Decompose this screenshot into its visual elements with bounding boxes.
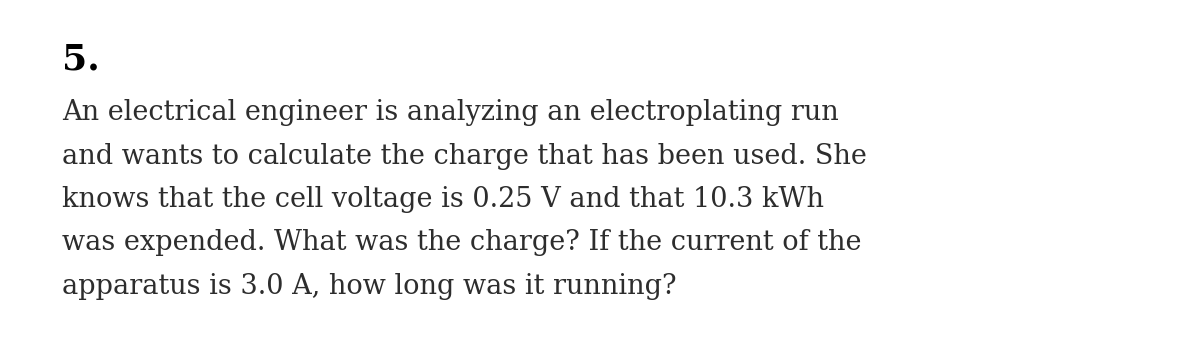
Text: An electrical engineer is analyzing an electroplating run
and wants to calculate: An electrical engineer is analyzing an e… bbox=[62, 99, 868, 299]
Text: 5.: 5. bbox=[62, 42, 100, 76]
